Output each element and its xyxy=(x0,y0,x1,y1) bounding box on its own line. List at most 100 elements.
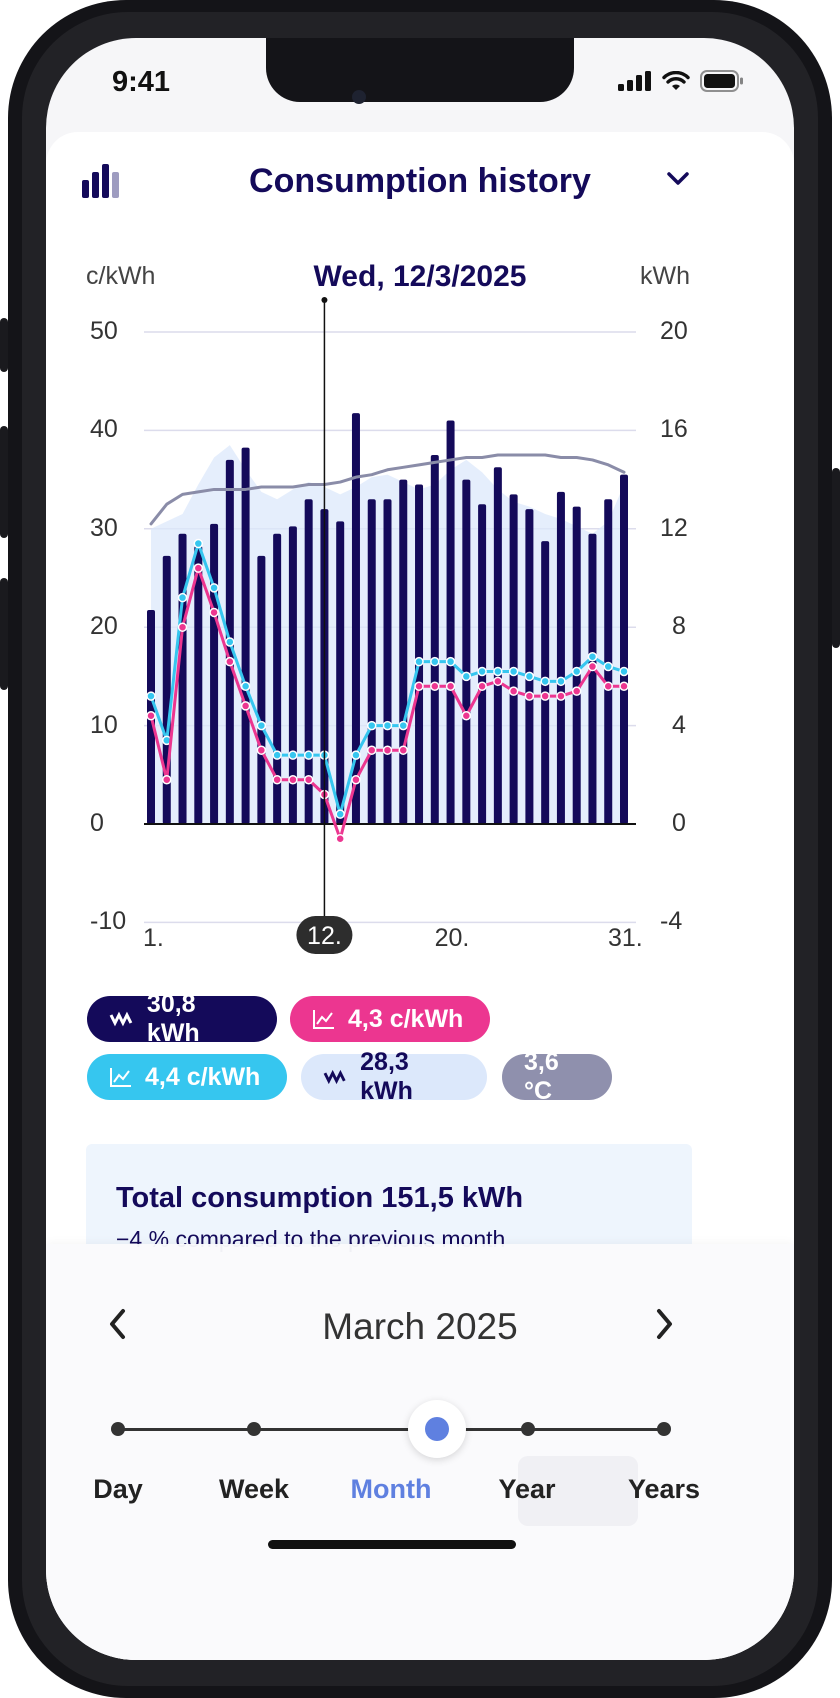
price-point xyxy=(430,681,440,691)
left-axis-tick: 50 xyxy=(90,317,118,345)
legend-label: 4,4 c/kWh xyxy=(145,1062,261,1091)
year-hover-bg xyxy=(518,1456,638,1526)
selection-cursor-top xyxy=(321,297,328,303)
right-axis-tick: 8 xyxy=(672,612,686,641)
slider-stop-day[interactable] xyxy=(111,1422,125,1436)
selected-day-badge xyxy=(296,916,353,954)
price-point xyxy=(540,676,550,687)
cellular-signal-icon xyxy=(618,71,651,91)
price-point xyxy=(351,750,361,760)
screen: 9:41 Consumption history c/kWh kWh Wed, … xyxy=(46,38,794,1660)
wifi-icon xyxy=(662,71,690,90)
left-axis-tick: -10 xyxy=(90,907,127,936)
slider-stop-years[interactable] xyxy=(657,1422,671,1436)
right-axis-tick: 0 xyxy=(672,809,686,837)
bar xyxy=(210,523,219,824)
slider-stop-year[interactable] xyxy=(521,1422,535,1436)
segment-year[interactable]: Year xyxy=(498,1474,556,1504)
price-point xyxy=(303,774,314,785)
legend-pill[interactable]: 30,8 kWh xyxy=(87,990,277,1047)
price-point xyxy=(193,538,204,549)
chevron-right-icon xyxy=(657,1309,672,1339)
front-camera xyxy=(352,90,366,104)
bar xyxy=(525,509,534,824)
price-point xyxy=(556,691,566,701)
chevron-down-icon[interactable] xyxy=(664,168,692,190)
price-point xyxy=(603,661,613,672)
legend-pill[interactable]: 4,3 c/kWh xyxy=(290,996,490,1042)
segment-day[interactable]: Day xyxy=(93,1474,143,1504)
side-button-volume-down xyxy=(0,578,8,690)
price-point xyxy=(571,666,582,677)
legend-label: 30,8 kWh xyxy=(146,990,200,1047)
price-point xyxy=(303,750,314,760)
price-point xyxy=(477,681,487,691)
price-point xyxy=(146,711,156,721)
bar-chart-icon xyxy=(82,164,119,198)
legend-pill[interactable]: 4,4 c/kWh xyxy=(87,1054,287,1100)
line-chart-icon xyxy=(313,1010,334,1029)
bar xyxy=(367,499,376,824)
price-point xyxy=(240,701,251,711)
period-label: March 2025 xyxy=(322,1306,518,1347)
home-indicator xyxy=(268,1540,516,1549)
period-slider-track[interactable] xyxy=(118,1428,664,1431)
previous-period-button[interactable] xyxy=(98,1304,138,1344)
bar xyxy=(415,484,424,824)
status-icons xyxy=(618,70,744,92)
price-point xyxy=(445,656,456,667)
right-axis-unit: kWh xyxy=(640,262,690,290)
selected-date: Wed, 12/3/2025 xyxy=(313,260,527,293)
price-point xyxy=(587,651,598,662)
segment-week[interactable]: Week xyxy=(218,1474,290,1504)
price-point xyxy=(177,622,188,632)
bar xyxy=(257,555,266,824)
price-point xyxy=(493,666,503,677)
bar xyxy=(430,455,439,824)
price-point xyxy=(445,681,456,691)
slider-stop-week[interactable] xyxy=(247,1422,261,1436)
price-point xyxy=(209,607,219,618)
bar xyxy=(288,526,297,824)
bar xyxy=(572,506,581,824)
price-point xyxy=(540,691,550,701)
slider-handle-month[interactable] xyxy=(408,1400,466,1458)
total-consumption: Total consumption 151,5 kWh xyxy=(116,1182,524,1214)
price-point xyxy=(524,691,535,701)
price-point xyxy=(272,750,282,760)
price-point xyxy=(240,681,251,691)
price-point xyxy=(193,563,204,573)
price-point xyxy=(225,637,235,647)
right-axis-tick: 4 xyxy=(672,710,686,739)
bar xyxy=(478,504,487,824)
right-axis-tick: 20 xyxy=(660,317,688,345)
bar xyxy=(383,499,392,824)
legend-pill[interactable]: 28,3 kWh xyxy=(301,1048,487,1105)
bars-icon xyxy=(109,1011,133,1027)
battery-icon xyxy=(700,70,743,92)
price-point xyxy=(382,745,393,755)
price-point xyxy=(587,661,598,672)
price-point xyxy=(256,745,267,755)
price-point xyxy=(225,656,235,667)
price-point xyxy=(351,774,361,785)
bar xyxy=(351,413,360,824)
right-axis-tick: 12 xyxy=(660,513,688,542)
segment-month[interactable]: Month xyxy=(350,1474,432,1504)
legend-pill[interactable]: 3,6 °C xyxy=(502,1048,612,1105)
next-period-button[interactable] xyxy=(644,1304,684,1344)
segment-years[interactable]: Years xyxy=(627,1474,701,1504)
price-point xyxy=(414,681,424,691)
price-point xyxy=(430,656,440,667)
left-axis-tick: 0 xyxy=(90,809,104,837)
page-title: Consumption history xyxy=(249,162,591,200)
left-axis-tick: 40 xyxy=(90,415,118,444)
legend-label: 3,6 °C xyxy=(524,1048,559,1105)
price-point xyxy=(571,686,582,696)
price-point xyxy=(209,583,219,593)
price-point xyxy=(382,720,393,731)
price-point xyxy=(177,592,188,603)
side-button-silent xyxy=(0,318,8,372)
status-time: 9:41 xyxy=(112,66,171,98)
consumption-chart[interactable]: 12. xyxy=(46,38,794,998)
